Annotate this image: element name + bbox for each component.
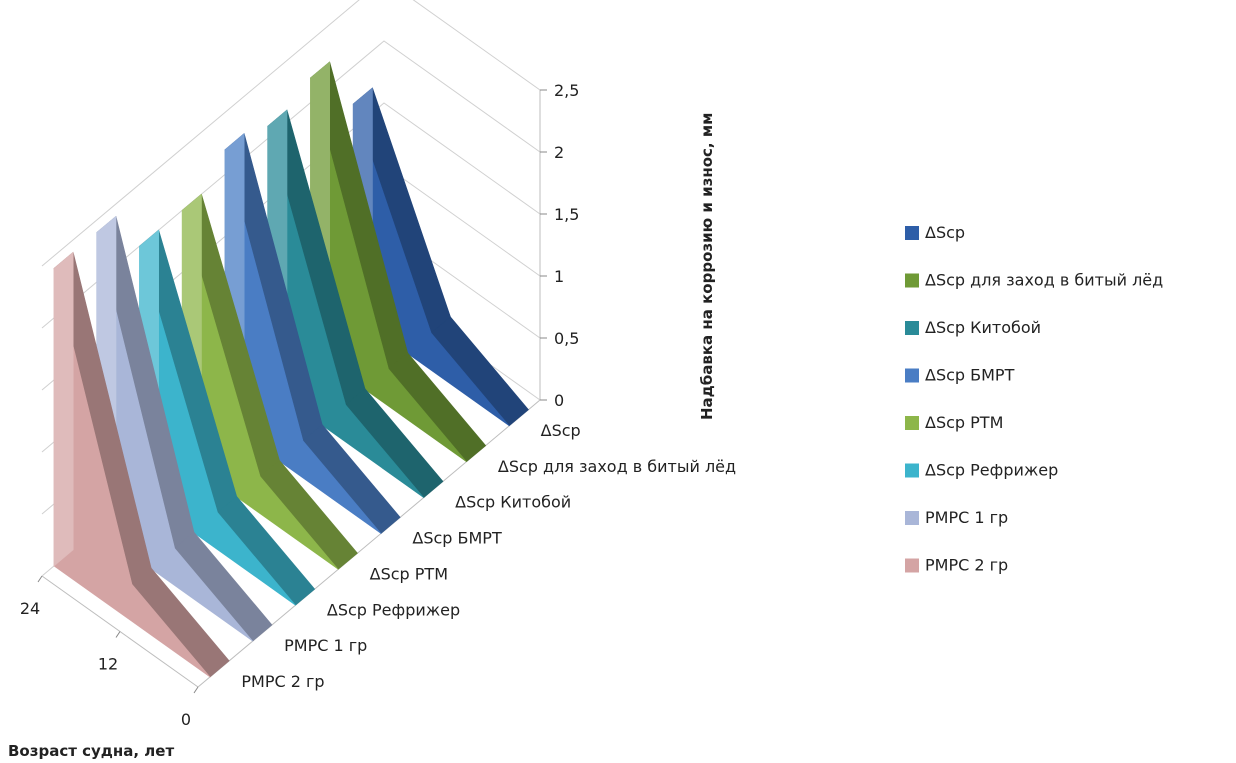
legend-swatch bbox=[905, 226, 919, 240]
series-layer bbox=[53, 61, 529, 678]
legend-label: ΔScp Китобой bbox=[925, 318, 1041, 337]
legend-swatch bbox=[905, 463, 919, 478]
x-tick-label: 12 bbox=[98, 655, 118, 674]
y-tick-label: 1,5 bbox=[554, 205, 579, 224]
axis-ticks: 0 0,5 1 1,5 2 2,5 0 12 24 bbox=[20, 81, 580, 729]
x-tick-mark bbox=[193, 686, 199, 694]
legend-label: РМРС 1 гр bbox=[925, 508, 1008, 527]
series-axis-label: ΔScp РТМ bbox=[370, 564, 448, 583]
y-tick-label: 0,5 bbox=[554, 329, 579, 348]
legend-swatch bbox=[905, 273, 919, 288]
legend-label: ΔScp bbox=[925, 223, 965, 242]
x-axis-title: Возраст судна, лет bbox=[8, 742, 174, 760]
legend-swatch bbox=[905, 416, 919, 430]
legend-label: ΔScp для заход в битый лёд bbox=[925, 271, 1163, 290]
legend-label: ΔScp Рефрижер bbox=[925, 461, 1058, 480]
y-tick-label: 0 bbox=[554, 391, 564, 410]
legend-label: РМРС 2 гр bbox=[925, 556, 1008, 575]
legend-swatch bbox=[905, 321, 919, 335]
y-tick-label: 1 bbox=[554, 267, 564, 286]
series-axis-label: ΔScp Рефрижер bbox=[327, 600, 460, 619]
legend-swatch bbox=[905, 368, 919, 383]
x-tick-mark bbox=[37, 575, 43, 583]
series-axis-label: РМРС 2 гр bbox=[241, 672, 324, 691]
series-1 bbox=[53, 251, 230, 678]
legend-swatch bbox=[905, 558, 919, 573]
x-tick-label: 0 bbox=[181, 710, 191, 729]
legend-label: ΔScp РТМ bbox=[925, 413, 1003, 432]
series-cap-1 bbox=[53, 251, 74, 567]
y-tick-label: 2,5 bbox=[554, 81, 579, 100]
y-axis-title: Надбавка на коррозию и износ, мм bbox=[698, 113, 716, 420]
series-axis-labels: РМРС 2 гр РМРС 1 гр ΔScp Рефрижер ΔScp РТМ Δ… bbox=[241, 421, 736, 691]
series-axis-label: РМРС 1 гр bbox=[284, 636, 367, 655]
gridline bbox=[41, 0, 541, 267]
series-axis-label: ΔScp Китобой bbox=[455, 493, 571, 512]
series-axis-label: ΔScp bbox=[541, 421, 581, 440]
legend: ΔScp ΔScp для заход в битый лёд ΔScp Китоб… bbox=[905, 223, 1163, 575]
series-axis-label: ΔScp БМРТ bbox=[412, 529, 502, 548]
legend-label: ΔScp БМРТ bbox=[925, 366, 1015, 385]
x-tick-label: 24 bbox=[20, 599, 40, 618]
x-tick-mark bbox=[115, 631, 121, 638]
legend-swatch bbox=[905, 511, 919, 525]
y-tick-label: 2 bbox=[554, 143, 564, 162]
series-axis-label: ΔScp для заход в битый лёд bbox=[498, 457, 736, 476]
